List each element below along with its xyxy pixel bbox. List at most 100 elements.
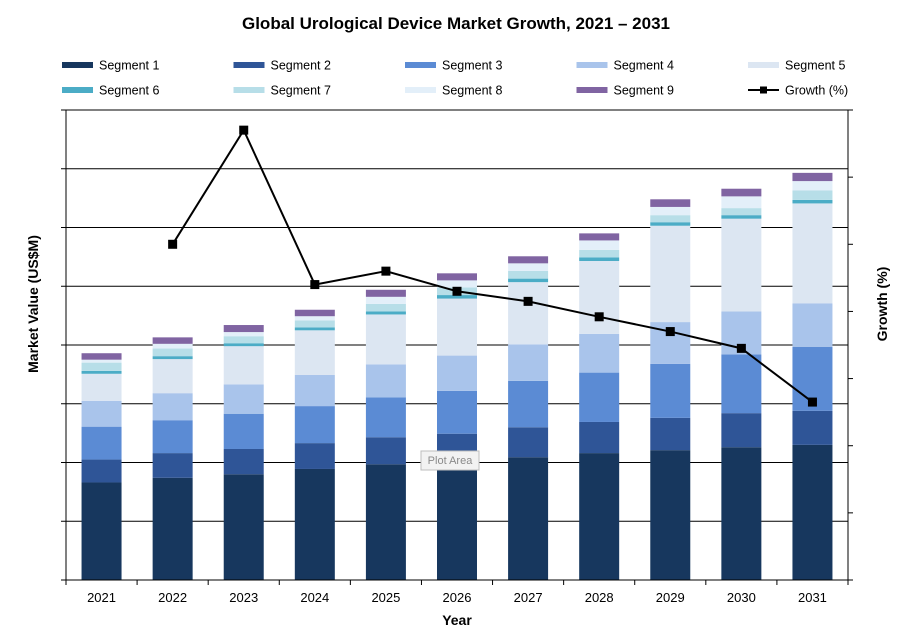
bar-segment-9-2026 (437, 273, 477, 281)
bar-segment-9-2021 (81, 353, 122, 360)
bar-segment-9-2027 (508, 256, 549, 264)
bar-segment-7-2030 (721, 208, 762, 216)
tooltip-box (420, 450, 480, 471)
legend-label-segment-1: Segment 1 (99, 59, 160, 73)
legend-label-growth: Growth (%) (785, 84, 848, 98)
bar-segment-8-2022 (152, 343, 193, 349)
legend-swatch-segment-5 (748, 62, 779, 68)
bar-segment-3-2030 (721, 354, 762, 414)
bar-segment-8-2023 (223, 332, 264, 337)
bar-segment-7-2028 (579, 249, 620, 258)
bar-segment-2-2023 (223, 448, 264, 475)
growth-marker-2031 (807, 397, 817, 407)
bar-segment-1-2026 (437, 461, 477, 580)
bar-segment-8-2029 (650, 206, 691, 216)
bar-segment-9-2028 (579, 233, 620, 241)
bar-segment-4-2026 (437, 355, 477, 391)
legend-marker-growth (760, 86, 767, 94)
bar-segment-4-2021 (81, 400, 122, 427)
bar-segment-5-2028 (579, 260, 620, 334)
bar-segment-3-2024 (294, 406, 335, 444)
bar-segment-5-2030 (721, 218, 762, 312)
bar-segment-8-2027 (508, 263, 549, 271)
bar-segment-3-2028 (579, 372, 620, 422)
bar-segment-2-2029 (650, 417, 691, 451)
bar-segment-9-2029 (650, 199, 691, 207)
legend-swatch-segment-7 (233, 87, 265, 93)
bar-segment-3-2027 (508, 380, 549, 428)
axes: 2021 2022 2023 2024 2025 2026 2027 2028 2029 2030… (61, 109, 853, 605)
growth-marker-2022 (168, 239, 178, 249)
bar-segment-6-2024 (294, 327, 335, 331)
bar-segment-6-2025 (365, 311, 406, 315)
legend: Segment 1 Segment 2 Segment 3 Segment 4 Segm… (62, 59, 848, 98)
chart-title: Global Urological Device Market Growth, … (242, 14, 670, 33)
x-tick-label-2024: 2024 (300, 590, 329, 605)
bar-segment-4-2023 (223, 384, 264, 414)
bar-segment-5-2022 (152, 359, 193, 394)
legend-swatch-segment-3 (405, 62, 436, 68)
bar-segment-5-2021 (81, 373, 122, 401)
bar-segment-6-2022 (152, 356, 193, 360)
x-tick-label-2025: 2025 (371, 590, 400, 605)
x-tick-label-2026: 2026 (443, 590, 472, 605)
legend-swatch-segment-9 (576, 87, 608, 93)
growth-marker-2027 (523, 296, 533, 306)
bar-segment-2-2022 (152, 453, 193, 478)
bar-segment-8-2030 (721, 196, 762, 209)
bar-segment-8-2028 (579, 240, 620, 250)
bar-segment-7-2021 (81, 362, 122, 371)
bar-segment-9-2023 (223, 325, 264, 333)
bar-segment-7-2023 (223, 336, 264, 344)
bar-segment-7-2022 (152, 348, 193, 357)
bar-segment-6-2031 (792, 199, 833, 204)
bar-segment-8-2026 (437, 280, 477, 288)
growth-marker-2030 (736, 343, 746, 353)
x-tick-label-2027: 2027 (514, 590, 543, 605)
bar-segment-1-2030 (721, 447, 762, 580)
growth-marker-2029 (665, 327, 675, 337)
bar-segment-4-2031 (792, 303, 833, 347)
legend-swatch-segment-8 (405, 87, 436, 93)
bar-segment-3-2023 (223, 413, 264, 449)
bar-segment-3-2022 (152, 420, 193, 454)
x-tick-label-2021: 2021 (87, 590, 116, 605)
bar-segment-4-2025 (365, 364, 406, 398)
x-tick-label-2022: 2022 (158, 590, 187, 605)
bar-segment-3-2029 (650, 363, 691, 418)
bar-segment-4-2027 (508, 344, 549, 381)
bar-segment-6-2029 (650, 222, 691, 226)
bar-segment-1-2028 (579, 453, 620, 580)
bar-segment-1-2031 (792, 444, 833, 580)
bar-segment-5-2023 (223, 346, 264, 385)
legend-label-segment-7: Segment 7 (271, 84, 332, 98)
legend-label-segment-3: Segment 3 (442, 59, 503, 73)
bar-segment-2-2030 (721, 413, 762, 448)
bar-segment-1-2027 (508, 457, 549, 580)
bar-segment-2-2025 (365, 437, 406, 465)
bar-segment-8-2021 (81, 359, 122, 363)
bar-segment-9-2024 (294, 309, 335, 317)
x-tick-label-2028: 2028 (585, 590, 614, 605)
bar-segment-7-2027 (508, 270, 549, 279)
legend-label-segment-4: Segment 4 (614, 59, 675, 73)
bar-segment-2-2027 (508, 427, 549, 458)
bar-segment-3-2026 (437, 390, 477, 434)
bar-segment-4-2024 (294, 374, 335, 407)
bar-segment-2-2031 (792, 410, 833, 445)
legend-label-segment-6: Segment 6 (99, 84, 160, 98)
y2-axis-title: Growth (%) (874, 267, 890, 342)
bar-segment-3-2021 (81, 426, 122, 460)
bar-segment-4-2028 (579, 333, 620, 373)
bar-segment-3-2025 (365, 397, 406, 438)
bar-segment-7-2029 (650, 215, 691, 223)
bar-segment-7-2025 (365, 303, 406, 312)
bar-segment-5-2024 (294, 330, 335, 375)
legend-label-segment-8: Segment 8 (442, 84, 503, 98)
bar-segment-9-2022 (152, 337, 193, 344)
x-tick-label-2030: 2030 (727, 590, 756, 605)
x-axis-title: Year (442, 612, 472, 628)
bar-segment-1-2025 (365, 464, 406, 580)
growth-marker-2024 (310, 280, 320, 290)
